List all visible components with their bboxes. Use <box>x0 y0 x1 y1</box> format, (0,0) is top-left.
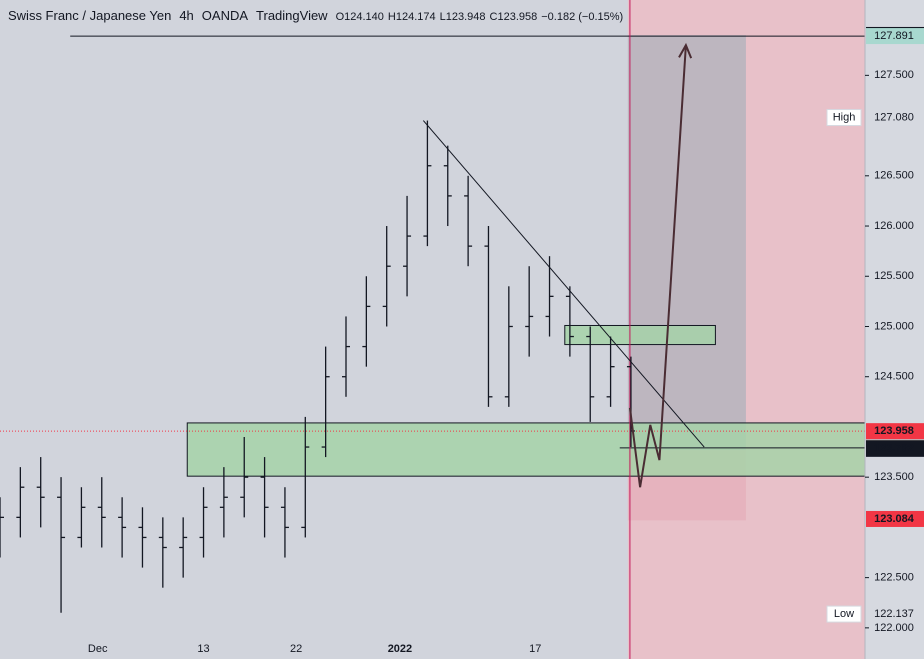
x-tick-label: 17 <box>529 643 541 655</box>
header: Swiss Franc / Japanese Yen 4h OANDA Trading… <box>8 8 627 23</box>
x-tick-label: 13 <box>197 643 209 655</box>
price-badge-label: 127.080 <box>874 111 914 123</box>
header-text: −0.182 (−0.15%) <box>541 11 624 23</box>
price-badge-label: 127.891 <box>874 30 914 42</box>
trend-line <box>422 120 705 448</box>
price-badge-label: 123.084 <box>874 513 915 525</box>
zone <box>186 422 866 477</box>
y-tick-label: 126.000 <box>874 220 914 232</box>
x-tick-label: Dec <box>88 643 108 655</box>
price-badge-label: 122.137 <box>874 608 914 620</box>
price-tag <box>826 109 862 127</box>
zone <box>564 324 716 346</box>
price-badge <box>866 109 924 126</box>
y-tick-label: 125.500 <box>874 270 914 282</box>
price-badge <box>866 606 924 623</box>
price-tag-label: High <box>833 111 856 123</box>
y-tick-label: 127.500 <box>874 69 914 81</box>
price-badge <box>866 440 924 457</box>
price-badge <box>866 423 924 440</box>
header-text: OANDA <box>201 8 249 23</box>
price-badge-label: 123.958 <box>874 425 914 437</box>
header-text: H124.174 <box>387 11 436 23</box>
price-badge <box>866 510 924 527</box>
y-tick-label: 122.000 <box>874 622 914 634</box>
price-badge <box>866 28 924 45</box>
header-text: 4h <box>179 8 194 23</box>
arrow-head <box>678 42 693 59</box>
header-text: TradingView <box>256 8 328 23</box>
price-tag <box>826 605 862 623</box>
header-text: C123.958 <box>489 11 538 23</box>
arrow-path <box>628 45 687 488</box>
y-tick-label: 125.000 <box>874 320 914 332</box>
y-tick-label: 126.500 <box>874 170 914 182</box>
header-text: L123.948 <box>439 11 486 23</box>
price-badge-label: 123.782 <box>874 443 914 455</box>
y-tick-label: 123.500 <box>874 471 914 483</box>
y-tick-label: 124.500 <box>874 371 914 383</box>
x-tick-label: 2022 <box>388 643 412 655</box>
x-tick-label: 22 <box>290 643 302 655</box>
position-target <box>627 35 746 451</box>
price-tag-label: Low <box>834 608 854 620</box>
header-text: Swiss Franc / Japanese Yen <box>8 8 172 23</box>
y-tick-label: 122.500 <box>874 572 914 584</box>
header-text: O124.140 <box>335 11 384 23</box>
